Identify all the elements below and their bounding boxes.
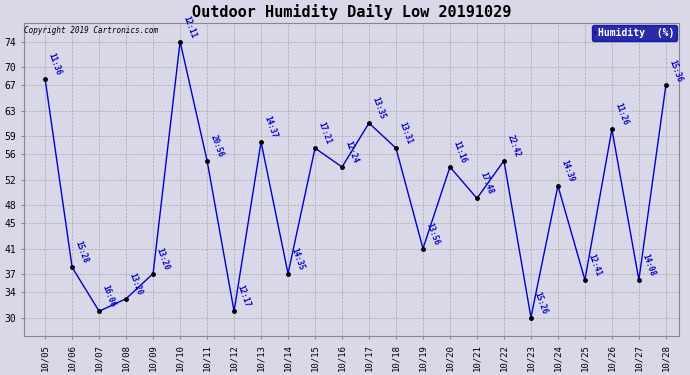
Text: 12:11: 12:11: [181, 14, 198, 39]
Text: 13:20: 13:20: [155, 246, 171, 271]
Text: 11:36: 11:36: [46, 52, 63, 76]
Text: 14:35: 14:35: [289, 246, 306, 271]
Text: 14:39: 14:39: [560, 159, 575, 183]
Text: 15:36: 15:36: [667, 58, 684, 83]
Text: 12:17: 12:17: [235, 284, 252, 309]
Text: 15:28: 15:28: [73, 240, 90, 265]
Text: 11:16: 11:16: [451, 140, 468, 165]
Text: 14:08: 14:08: [640, 252, 657, 278]
Text: 13:35: 13:35: [371, 96, 386, 121]
Legend: Humidity  (%): Humidity (%): [592, 25, 678, 40]
Text: 13:56: 13:56: [424, 221, 441, 246]
Text: 11:26: 11:26: [613, 102, 629, 127]
Text: 13:20: 13:20: [128, 272, 144, 296]
Text: 15:26: 15:26: [532, 290, 549, 315]
Text: Copyright 2019 Cartronics.com: Copyright 2019 Cartronics.com: [24, 26, 158, 35]
Text: 22:42: 22:42: [505, 134, 522, 158]
Text: 17:21: 17:21: [317, 121, 333, 146]
Text: 14:37: 14:37: [262, 115, 279, 140]
Title: Outdoor Humidity Daily Low 20191029: Outdoor Humidity Daily Low 20191029: [192, 4, 511, 20]
Text: 20:56: 20:56: [208, 134, 225, 158]
Text: 12:41: 12:41: [586, 252, 602, 278]
Text: 16:06: 16:06: [101, 284, 117, 309]
Text: 12:24: 12:24: [344, 140, 359, 165]
Text: 13:31: 13:31: [397, 121, 414, 146]
Text: 17:48: 17:48: [478, 171, 495, 196]
